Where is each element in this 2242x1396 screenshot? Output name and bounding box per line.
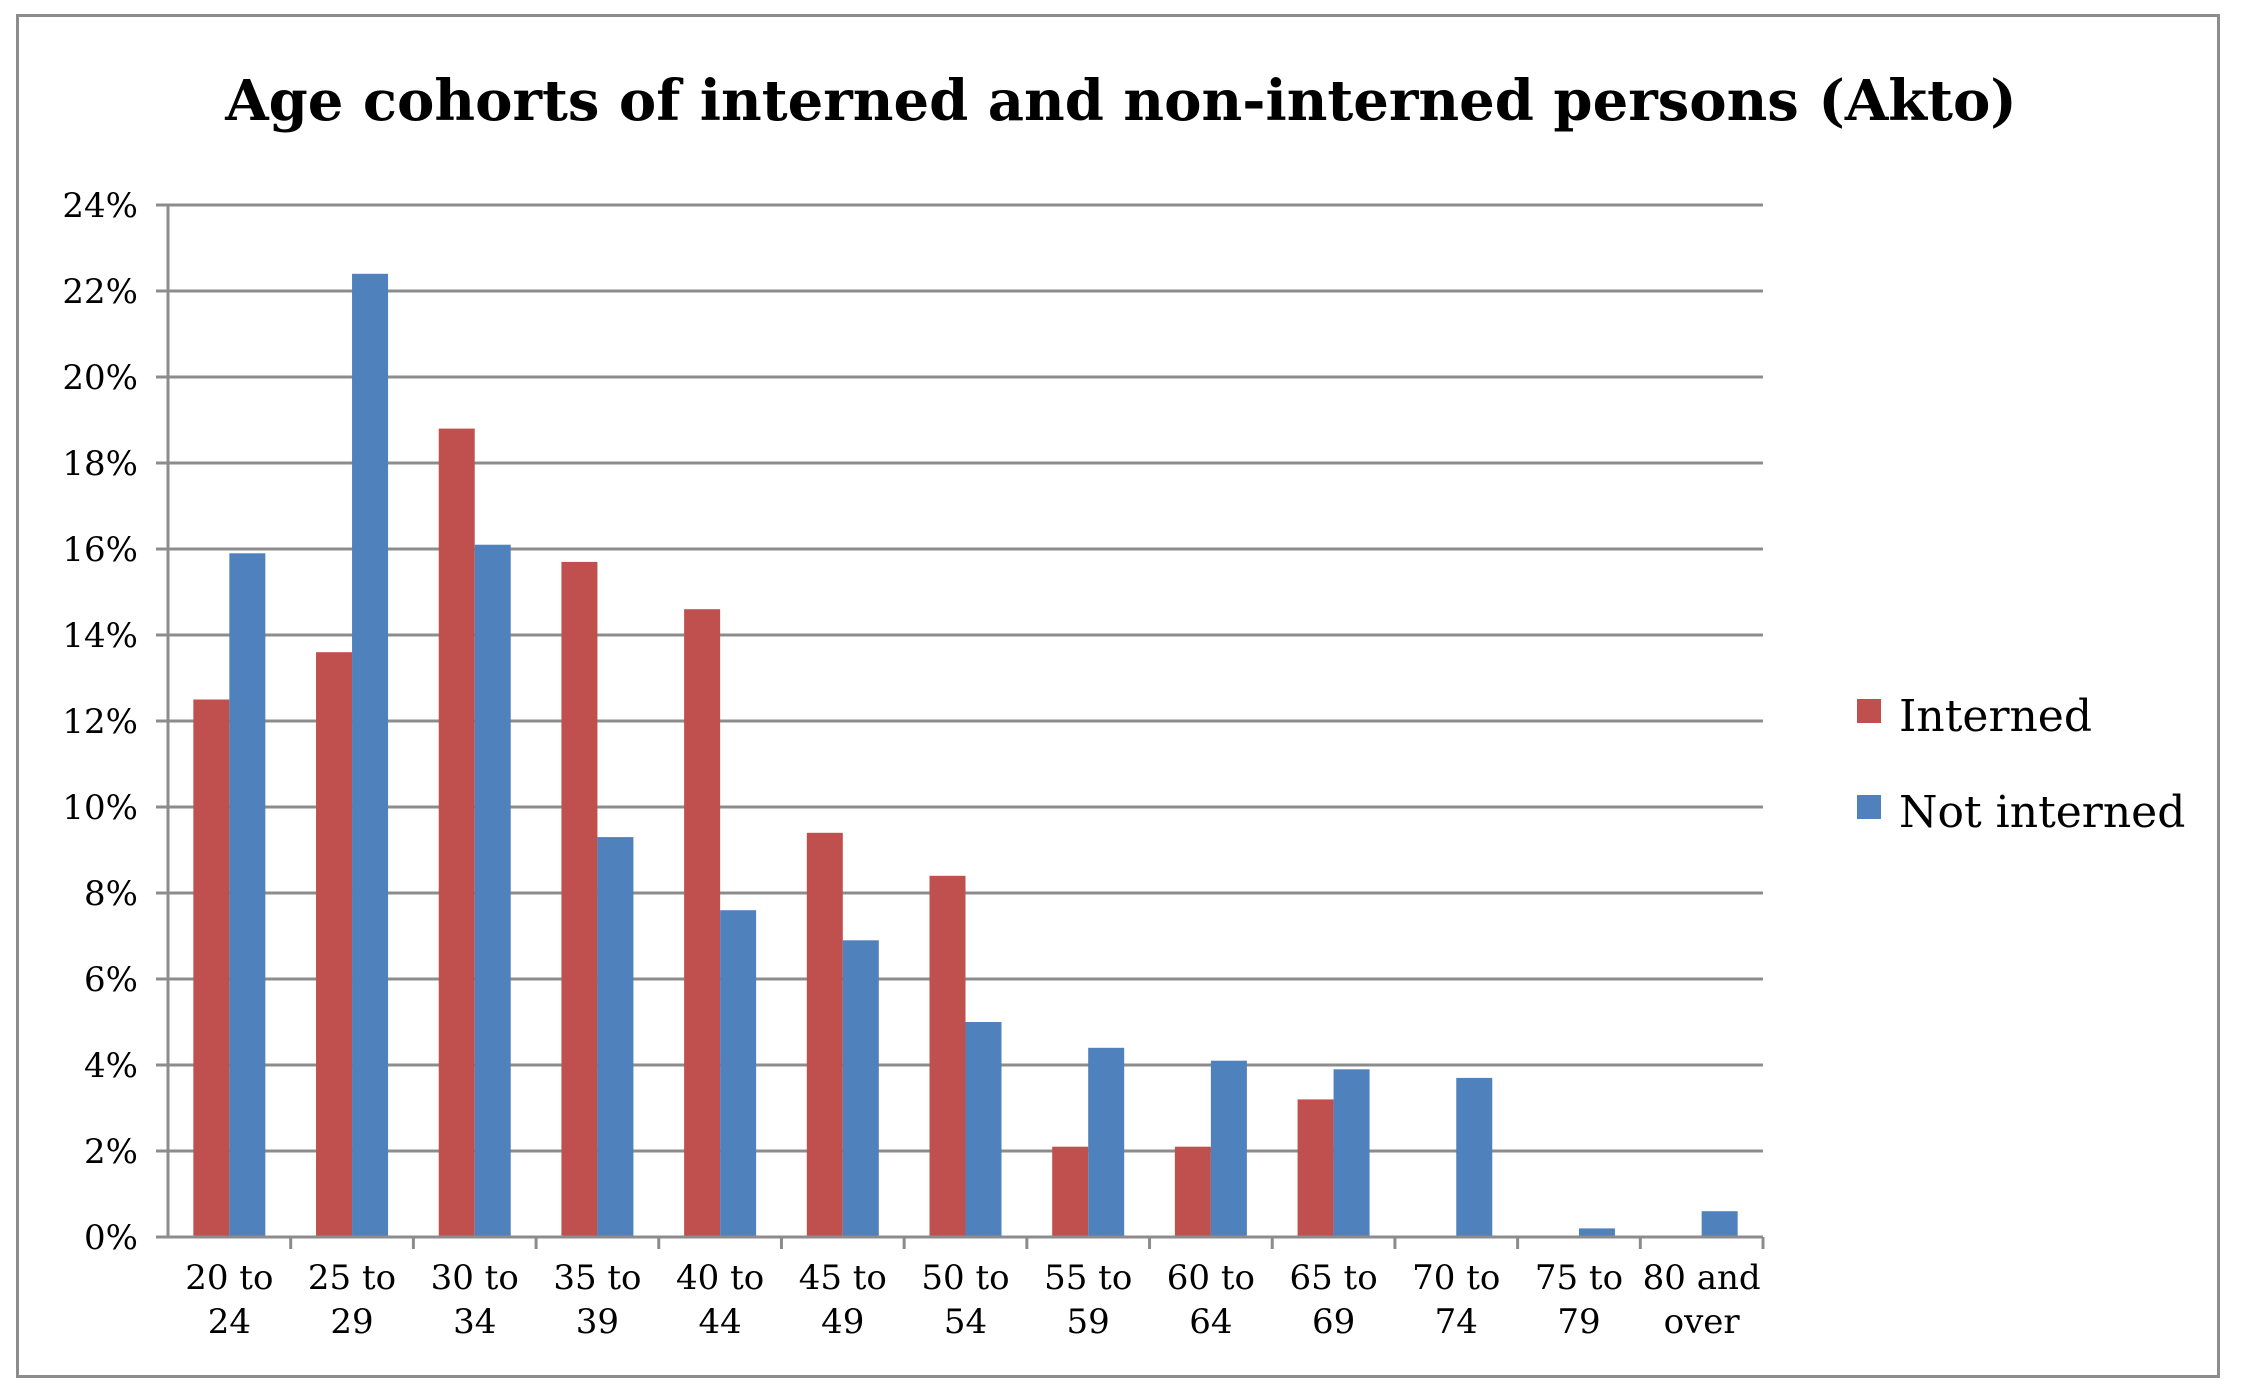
bar-not-interned (1210, 1060, 1247, 1237)
y-tick-label: 20% (62, 358, 138, 398)
bar-interned (438, 428, 475, 1238)
y-tick-label: 6% (84, 960, 138, 1000)
bar-not-interned (1088, 1047, 1125, 1237)
y-tick-label: 4% (84, 1046, 138, 1086)
bar-not-interned (1456, 1077, 1493, 1237)
x-tick-label: 60 to 64 (1167, 1258, 1255, 1342)
x-tick-label: 50 to 54 (921, 1258, 1009, 1342)
y-tick-label: 2% (84, 1132, 138, 1172)
bar-interned (929, 875, 966, 1237)
bar-not-interned (352, 273, 389, 1237)
y-tick-label: 18% (62, 444, 138, 484)
axes (156, 203, 1765, 1249)
y-tick-label: 12% (62, 702, 138, 742)
y-tick-label: 16% (62, 530, 138, 570)
y-tick-label: 8% (84, 874, 138, 914)
x-tick-label: 30 to 34 (431, 1258, 519, 1342)
y-tick-label: 24% (62, 186, 138, 226)
bar-interned (1052, 1146, 1089, 1237)
bar-interned (316, 652, 353, 1237)
bar-interned (806, 832, 843, 1237)
bar-interned (684, 609, 721, 1237)
legend: Interned Not interned (1857, 691, 2185, 838)
bar-not-interned (842, 940, 879, 1237)
bars (193, 273, 1738, 1238)
x-tick-label: 80 and over (1643, 1258, 1761, 1342)
gridlines (168, 203, 1763, 1153)
x-tick-labels: 20 to 24 25 to 29 30 to 34 35 to 39 40 to 44 45 to… (185, 1258, 1760, 1342)
bar-not-interned (474, 544, 511, 1237)
x-tick-label: 20 to 24 (185, 1258, 273, 1342)
bar-interned (561, 561, 598, 1237)
chart-frame: Age cohorts of interned and non-interned… (16, 14, 2220, 1378)
bar-interned (193, 699, 230, 1237)
bar-not-interned (720, 910, 757, 1237)
x-tick-label: 70 to 74 (1412, 1258, 1500, 1342)
bar-not-interned (1333, 1069, 1370, 1237)
y-tick-label: 0% (84, 1218, 138, 1258)
bar-not-interned (597, 837, 634, 1237)
bar-not-interned (1701, 1211, 1738, 1237)
y-tick-label: 10% (62, 788, 138, 828)
x-tick-label: 25 to 29 (308, 1258, 396, 1342)
x-tick-label: 40 to 44 (676, 1258, 764, 1342)
legend-label: Not interned (1899, 787, 2185, 838)
chart-title: Age cohorts of interned and non-interned… (224, 68, 2017, 134)
x-tick-label: 35 to 39 (553, 1258, 641, 1342)
x-tick-label: 65 to 69 (1289, 1258, 1377, 1342)
bar-not-interned (965, 1022, 1002, 1237)
legend-swatch (1857, 699, 1881, 723)
legend-swatch (1857, 795, 1881, 819)
x-tick-label: 75 to 79 (1535, 1258, 1623, 1342)
x-tick-label: 45 to 49 (799, 1258, 887, 1342)
y-tick-label: 14% (62, 616, 138, 656)
legend-label: Interned (1899, 691, 2092, 742)
bar-not-interned (229, 553, 266, 1237)
chart-svg: Age cohorts of interned and non-interned… (62, 68, 2185, 1342)
y-tick-label: 22% (62, 272, 138, 312)
x-tick-label: 55 to 59 (1044, 1258, 1132, 1342)
bar-interned (1174, 1146, 1211, 1237)
y-tick-labels: 0% 2% 4% 6% 8% 10% 12% 14% 16% 18% 20% 22% 24% (62, 186, 138, 1258)
bar-not-interned (1578, 1228, 1615, 1237)
bar-interned (1297, 1099, 1334, 1237)
